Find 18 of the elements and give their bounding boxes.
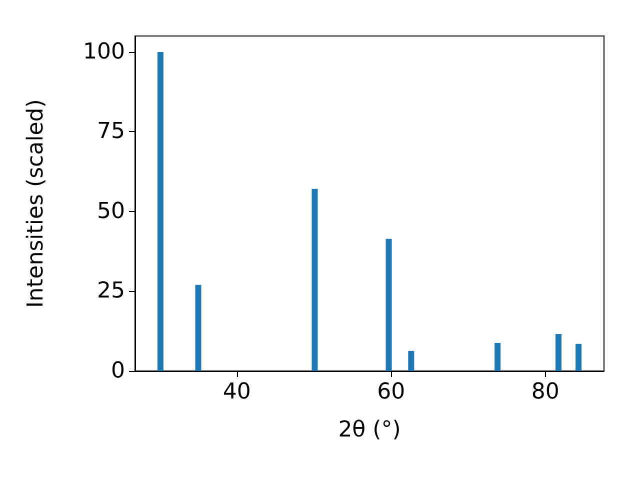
x-tick-label: 40 [222, 380, 251, 404]
y-tick-label: 0 [111, 358, 125, 384]
y-tick-label: 75 [97, 119, 125, 144]
y-tick-label: 50 [97, 198, 125, 224]
bar [555, 334, 562, 371]
bar [576, 344, 582, 371]
y-tick-label: 100 [83, 39, 125, 64]
bar [494, 342, 501, 371]
bar [195, 284, 202, 371]
bar [386, 238, 392, 371]
y-axis-title: Intensities (scaled) [24, 99, 48, 308]
bar [312, 188, 318, 371]
x-tick-label: 80 [531, 380, 560, 404]
y-tick-label: 25 [97, 278, 125, 304]
x-tick-label: 60 [377, 380, 406, 404]
x-axis-title: 2θ (°) [338, 418, 401, 442]
bar [157, 52, 164, 371]
bar [408, 350, 414, 371]
